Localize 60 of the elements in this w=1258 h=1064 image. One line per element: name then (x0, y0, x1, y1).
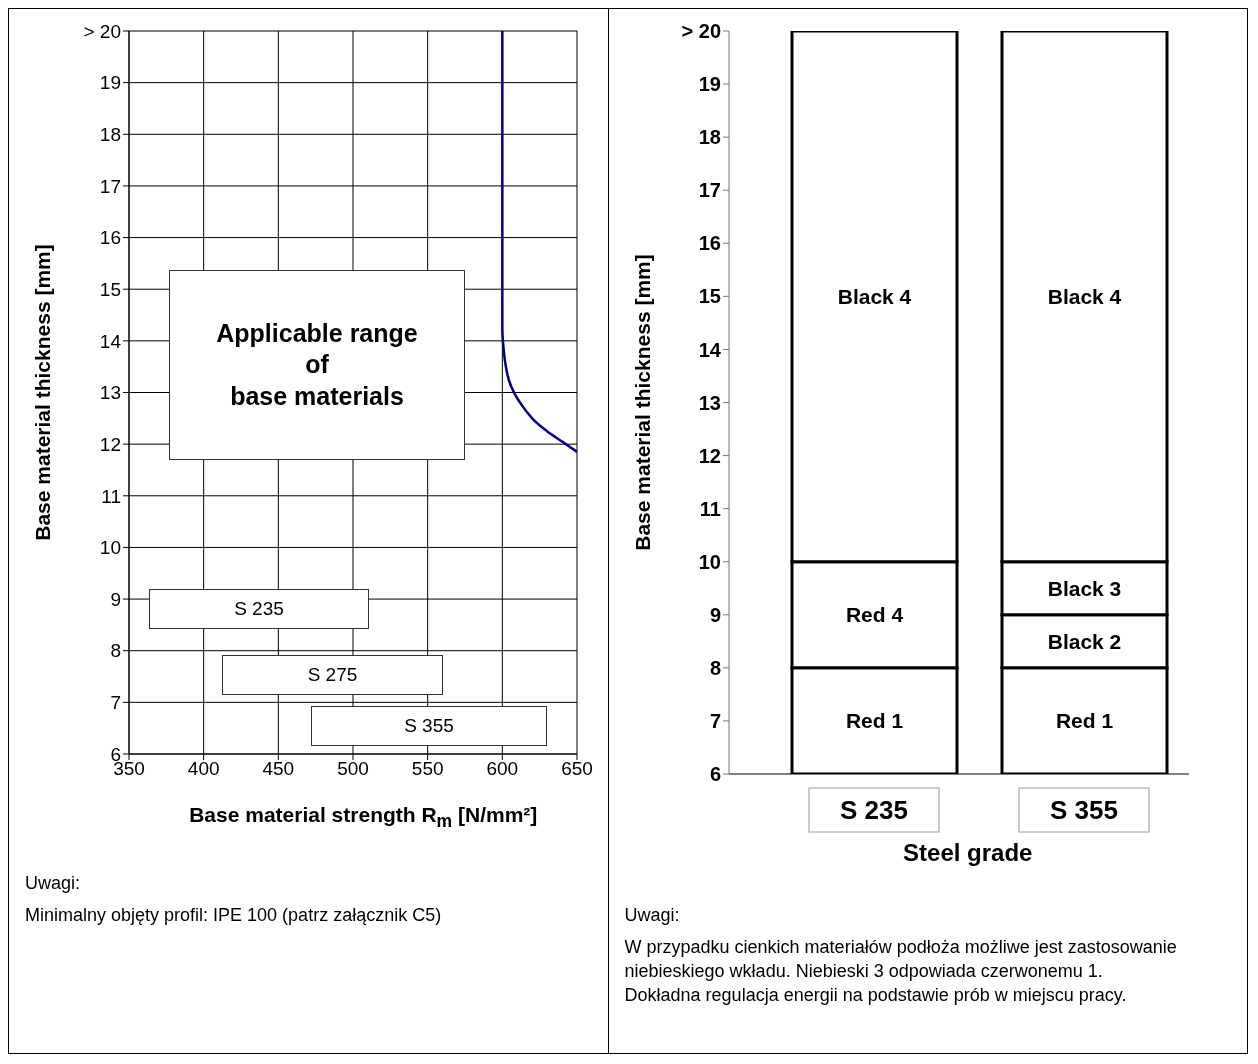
text-box: S 355 (311, 706, 547, 746)
y-tick-label: 15 (99, 278, 121, 300)
y-tick-label: 9 (709, 603, 721, 626)
y-tick-label: 10 (698, 550, 721, 573)
y-axis-title: Base material thickness [mm] (31, 244, 55, 541)
y-tick-label: 8 (110, 640, 121, 662)
text: Dokładna regulacja energii na podstawie prób w miejscu pracy. (624, 984, 1128, 1007)
y-tick-label: 8 (709, 656, 721, 679)
y-tick-label: 17 (698, 179, 721, 202)
data-label: Black 4 (837, 284, 912, 308)
data-label: Red 4 (845, 603, 903, 627)
y-tick-label: 17 (99, 175, 121, 197)
y-tick-label: 16 (99, 227, 121, 249)
y-tick-label: 18 (698, 126, 721, 149)
text: Uwagi: (624, 904, 681, 927)
x-axis-title: Base material strength R$_{m}$ [N/mm²] (188, 803, 539, 834)
y-tick-label: 12 (99, 433, 121, 455)
text: Minimalny objęty profil: IPE 100 (patrz załącznik C5) (25, 904, 443, 927)
y-tick-label: 7 (709, 710, 721, 733)
x-axis-title: Steel grade (902, 839, 1034, 868)
y-tick-label: > 20 (681, 20, 721, 43)
annotation: S 275 (307, 663, 358, 687)
y-tick-label: 9 (110, 588, 121, 610)
x-tick-label: 450 (262, 758, 295, 780)
data-label: Red 1 (845, 709, 903, 733)
annotation: S 235 (234, 597, 284, 621)
y-tick-label: 12 (698, 444, 721, 467)
y-tick-label: 15 (698, 285, 721, 308)
annotation: S 355 (404, 714, 454, 738)
text: W przypadku cienkich materiałów podłoża możliwe jest zastosowanie niebieskiego wkładu. Niebieski 3 odpowiada czerwonemu 1. (624, 936, 1178, 983)
line-series (501, 31, 577, 454)
x-tick-label: 650 (561, 758, 593, 780)
x-tick-label: 550 (411, 758, 444, 780)
y-tick-label: > 20 (83, 20, 121, 42)
y-tick-label: 13 (698, 391, 721, 414)
y-tick-label: 16 (698, 232, 721, 255)
y-tick-label: 11 (101, 485, 121, 507)
text-box: Applicable range of base materials (169, 270, 465, 460)
y-tick-label: 6 (709, 763, 721, 786)
y-tick-label: 14 (698, 338, 722, 361)
y-tick-label: 7 (110, 692, 121, 714)
data-label: Black 4 (1047, 284, 1122, 308)
x-tick-label: 400 (187, 758, 220, 780)
data-label: Black 2 (1047, 629, 1121, 653)
text-box: S 275 (222, 655, 443, 695)
y-tick-label: 19 (99, 72, 121, 94)
text-box: S 235 (149, 589, 369, 629)
y-tick-label: 11 (699, 497, 721, 520)
y-tick-label: 18 (99, 124, 121, 146)
data-label: Red 1 (1055, 709, 1113, 733)
y-tick-label: 19 (698, 73, 721, 96)
y-axis-title: Base material thickness [mm] (631, 254, 654, 551)
y-tick-label: 14 (99, 330, 122, 352)
text: Uwagi: (25, 872, 82, 895)
x-tick-label: 600 (486, 758, 519, 780)
annotation: Applicable range of base materials (216, 318, 418, 412)
y-tick-label: 10 (99, 537, 121, 559)
x-tick-label: 500 (337, 758, 369, 780)
data-label: Black 3 (1047, 576, 1121, 600)
y-tick-label: 13 (99, 382, 121, 404)
